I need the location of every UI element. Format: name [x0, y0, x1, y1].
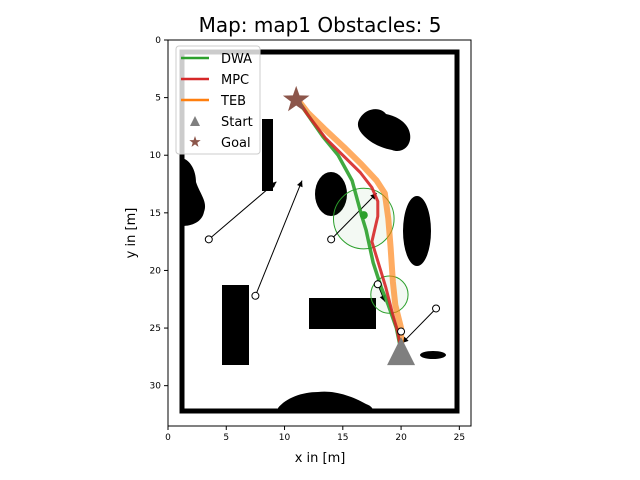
legend-marker-goal	[189, 136, 201, 147]
axes-frame	[167, 39, 472, 427]
legend-marker-start	[190, 116, 200, 126]
y-tick-label: 10	[150, 151, 162, 161]
y-tick-label: 25	[150, 324, 161, 334]
legend-label-dwa: DWA	[221, 52, 252, 67]
dynamic-obstacle	[327, 235, 336, 244]
velocity-arrow-head	[296, 180, 303, 188]
velocity-arrow	[401, 308, 437, 344]
static-obstacle	[262, 119, 273, 191]
y-axis-ticks: 0 5 10 15 20 25 30	[150, 36, 168, 392]
start-goal-markers	[282, 85, 416, 366]
x-tick-label: 20	[395, 433, 407, 443]
y-tick-label: 5	[155, 94, 161, 104]
velocity-arrow	[208, 181, 277, 240]
dynamic-obstacle-markers	[204, 235, 441, 336]
dwa-robot-position	[359, 211, 368, 220]
trajectory-teb	[293, 94, 405, 355]
static-obstacle	[315, 172, 347, 216]
x-axis-label: x in [m]	[295, 451, 346, 466]
static-obstacle	[278, 391, 373, 411]
velocity-arrow	[254, 180, 303, 296]
x-tick-label: 5	[223, 433, 229, 443]
y-tick-label: 0	[155, 36, 161, 46]
y-tick-label: 30	[150, 382, 162, 392]
dynamic-obstacle	[373, 280, 382, 289]
trajectory-layer	[293, 94, 405, 355]
y-tick-label: 15	[150, 209, 161, 219]
map-area	[179, 49, 460, 414]
velocity-arrow	[330, 192, 377, 240]
x-tick-label: 15	[337, 433, 348, 443]
x-axis-ticks: 0 5 10 15 20 25	[165, 426, 465, 443]
y-tick-label: 20	[150, 266, 162, 276]
chart-title: Map: map1 Obstacles: 5	[199, 13, 442, 37]
static-obstacle	[357, 109, 411, 152]
static-obstacle	[420, 351, 446, 359]
static-obstacle	[403, 196, 431, 266]
velocity-arrow-head	[269, 181, 277, 188]
legend-label-mpc: MPC	[221, 73, 249, 88]
start-marker	[387, 337, 416, 366]
legend-label-teb: TEB	[220, 94, 246, 109]
legend: DWA MPC TEB Start Goal	[175, 45, 261, 155]
legend-label-start: Start	[221, 115, 253, 130]
static-obstacle	[182, 158, 206, 226]
legend-label-goal: Goal	[221, 136, 251, 151]
x-tick-label: 10	[279, 433, 291, 443]
trajectory-mpc	[294, 96, 403, 353]
x-tick-label: 0	[165, 433, 171, 443]
dynamic-obstacle	[397, 327, 406, 336]
dynamic-obstacle	[251, 291, 260, 300]
y-axis-label: y in [m]	[124, 208, 139, 259]
static-obstacle	[309, 298, 376, 329]
legend-box	[175, 45, 261, 155]
dynamic-obstacle	[204, 235, 213, 244]
goal-marker	[282, 85, 310, 112]
x-tick-label: 25	[454, 433, 465, 443]
static-obstacle	[222, 285, 249, 365]
dynamic-obstacle	[432, 304, 441, 313]
